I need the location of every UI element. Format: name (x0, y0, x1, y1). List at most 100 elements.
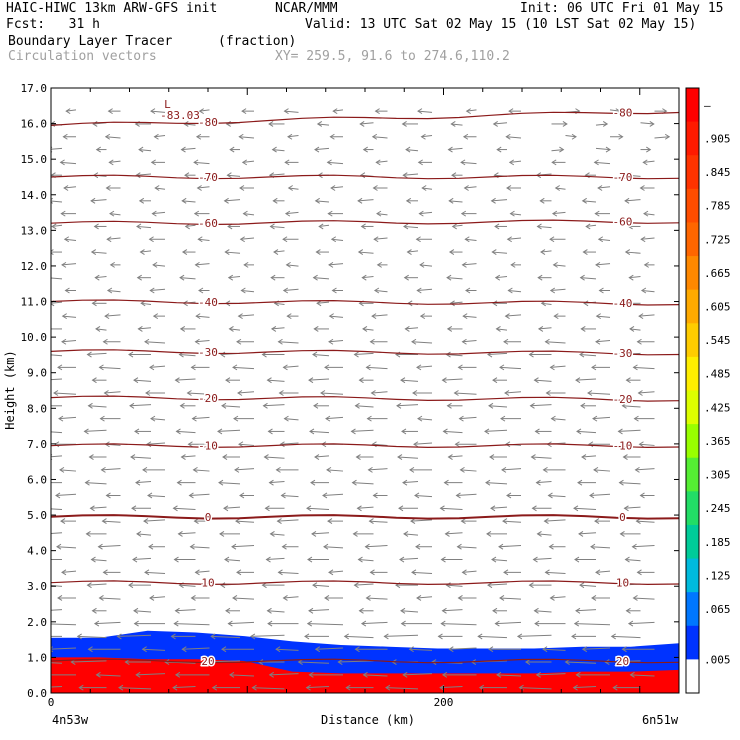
vector-arrowhead (548, 543, 554, 550)
vector-arrowhead (170, 633, 176, 640)
vector-arrowhead (326, 466, 332, 473)
vector-arrowhead (580, 326, 586, 332)
vector-arrowhead (181, 646, 187, 653)
vector-arrowhead (623, 505, 629, 512)
vector-arrow (135, 480, 152, 484)
colorbar-label: .245 (704, 502, 731, 515)
y-tick-label: 0.0 (27, 687, 47, 700)
vector-arrow (633, 366, 655, 370)
vector-arrowhead (617, 428, 623, 435)
vector-arrow (229, 328, 241, 331)
vector-arrowhead (280, 492, 286, 499)
vector-arrowhead (151, 210, 157, 217)
vector-arrow (199, 109, 210, 112)
vector-arrowhead (535, 479, 541, 486)
vector-arrowhead (350, 428, 356, 435)
vector-arrow (51, 647, 77, 650)
vector-arrowhead (193, 159, 199, 166)
vector-arrowhead (234, 466, 240, 473)
vector-arrowhead (243, 261, 249, 268)
vector-arrowhead (484, 428, 490, 435)
vector-arrow (362, 328, 374, 331)
vector-arrow (550, 365, 566, 368)
vector-arrow (284, 110, 299, 113)
vector-arrow (181, 455, 196, 458)
vector-arrowhead (494, 620, 500, 627)
vector-arrow (52, 224, 63, 227)
vector-arrowhead (221, 646, 227, 653)
y-tick-label: 9.0 (27, 367, 47, 380)
vector-arrowhead (631, 543, 637, 550)
vector-arrowhead (458, 415, 464, 422)
vector-arrowhead (460, 518, 466, 525)
vector-arrowhead (376, 210, 382, 217)
vector-arrowhead (307, 556, 313, 563)
vector-arrowhead (109, 261, 115, 268)
vector-arrow (409, 648, 433, 651)
vector-arrowhead (312, 274, 318, 281)
vector-arrow (91, 199, 107, 202)
y-tick-label: 15.0 (21, 153, 48, 166)
vector-arrowhead (598, 287, 604, 294)
vector-arrowhead (633, 415, 639, 422)
vector-arrowhead (577, 479, 583, 486)
vector-arrow (625, 199, 641, 202)
vector-arrowhead (594, 518, 600, 525)
vector-arrowhead (361, 274, 367, 281)
vector-arrowhead (86, 582, 92, 589)
vector-arrow (328, 263, 344, 266)
vector-arrowhead (133, 607, 139, 614)
vector-arrowhead (535, 671, 541, 678)
vector-arrowhead (362, 671, 368, 678)
vector-arrow (595, 123, 608, 126)
vector-arrowhead (191, 415, 197, 422)
vector-arrow (142, 648, 166, 651)
vector-arrowhead (150, 415, 156, 422)
vector-arrow (537, 225, 552, 229)
vector-arrowhead (150, 108, 156, 115)
vector-arrowhead (643, 210, 649, 217)
vector-arrow (550, 288, 566, 291)
vector-arrow (271, 327, 285, 330)
contour-label: -10 (613, 440, 633, 453)
vector-arrowhead (456, 543, 462, 550)
vector-arrowhead (491, 249, 497, 255)
vector-arrowhead (132, 556, 138, 563)
vector-arrow (288, 187, 299, 190)
vector-arrow (496, 328, 508, 331)
vector-arrowhead (351, 479, 357, 486)
vector-arrowhead (236, 338, 242, 345)
vector-arrow (595, 340, 611, 343)
vector-arrowhead (144, 338, 150, 345)
vector-arrowhead (269, 223, 275, 230)
vector-arrowhead (61, 261, 67, 268)
vector-arrowhead (233, 415, 239, 422)
vector-arrowhead (61, 569, 67, 576)
vector-arrow (344, 635, 374, 639)
vector-arrow (551, 149, 564, 152)
vector-arrowhead (587, 390, 593, 396)
vector-arrow (140, 250, 152, 253)
vector-arrow (545, 571, 566, 575)
vector-arrowhead (461, 569, 467, 576)
vector-arrow (579, 354, 597, 357)
vector-arrow (263, 404, 285, 407)
vector-arrowhead (575, 377, 581, 384)
vector-arrowhead (148, 236, 154, 243)
colorbar-cell (686, 491, 699, 526)
vector-arrow (235, 520, 255, 523)
vector-arrow (363, 674, 388, 677)
vector-arrow (320, 392, 344, 395)
vector-arrow (492, 251, 508, 254)
vector-arrowhead (544, 569, 550, 576)
vector-arrowhead (419, 313, 426, 320)
vector-arrowhead (595, 313, 601, 320)
vector-arrowhead (492, 121, 498, 127)
vector-arrow (509, 160, 522, 163)
vector-arrow (374, 237, 388, 240)
vector-arrowhead (624, 249, 631, 255)
vector-arrow (224, 199, 241, 202)
vector-arrowhead (414, 492, 420, 499)
vector-arrow (328, 570, 344, 573)
vector-arrowhead (579, 274, 585, 281)
